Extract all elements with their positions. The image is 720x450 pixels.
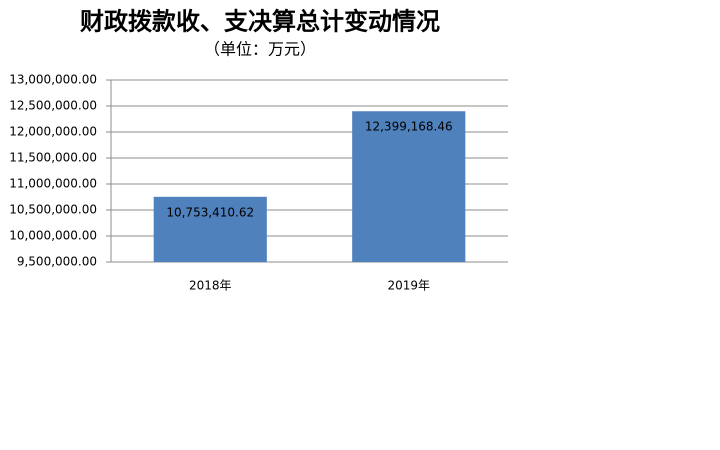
chart-subtitle: （单位：万元） bbox=[204, 40, 316, 59]
bar bbox=[153, 196, 267, 262]
y-tick-label: 11,000,000.00 bbox=[9, 177, 97, 191]
data-label: 12,399,168.46 bbox=[365, 120, 453, 134]
bar bbox=[352, 111, 466, 262]
y-tick-label: 10,500,000.00 bbox=[9, 203, 97, 217]
y-tick-label: 13,000,000.00 bbox=[9, 73, 97, 87]
y-tick-label: 9,500,000.00 bbox=[17, 255, 97, 269]
chart-title: 财政拨款收、支决算总计变动情况 bbox=[80, 7, 440, 36]
y-tick-label: 11,500,000.00 bbox=[9, 151, 97, 165]
x-tick-label: 2019年 bbox=[387, 279, 430, 293]
x-tick-label: 2018年 bbox=[189, 279, 232, 293]
data-label: 10,753,410.62 bbox=[166, 205, 254, 219]
y-tick-label: 12,500,000.00 bbox=[9, 99, 97, 113]
y-tick-label: 12,000,000.00 bbox=[9, 125, 97, 139]
y-tick-label: 10,000,000.00 bbox=[9, 229, 97, 243]
